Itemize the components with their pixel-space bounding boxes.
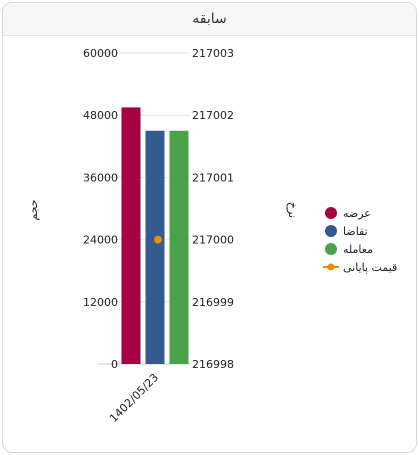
legend-label: عرضه: [343, 207, 371, 220]
left-tick-label: 12000: [83, 296, 118, 309]
right-axis-ticks: 216998 216999 217000 217001 217002 217003: [192, 47, 234, 371]
left-tick-label: 24000: [83, 234, 118, 247]
legend-label: تقاضا: [343, 225, 368, 238]
legend-item[interactable]: معامله: [325, 243, 373, 256]
legend-marker: [325, 225, 337, 237]
right-tick-label: 217000: [192, 234, 234, 247]
panel-header: سابقه: [3, 3, 416, 36]
bars: [121, 107, 189, 365]
legend-marker: [325, 207, 337, 219]
left-axis-title: حجم: [27, 199, 40, 220]
x-tick-label: 1402/05/23: [107, 371, 161, 425]
legend-item[interactable]: قیمت پایانی: [323, 261, 397, 274]
legend: عرضه تقاضا معامله قیمت پایانی: [323, 207, 397, 274]
right-tick-label: 216999: [192, 296, 234, 309]
bar-2[interactable]: [145, 130, 165, 364]
panel-title: سابقه: [192, 11, 227, 27]
close-price-point[interactable]: [154, 235, 162, 244]
bar-1[interactable]: [121, 107, 141, 365]
left-tick-label: 60000: [83, 47, 118, 60]
left-tick-label: 36000: [83, 171, 118, 184]
bar-3[interactable]: [169, 130, 189, 364]
legend-label: معامله: [343, 243, 373, 256]
right-tick-label: 217002: [192, 109, 234, 122]
legend-item[interactable]: تقاضا: [325, 225, 368, 238]
left-axis-ticks: 0 12000 24000 36000 48000 60000: [83, 47, 118, 371]
right-tick-label: 216998: [192, 358, 234, 371]
left-tick-label: 48000: [83, 109, 118, 122]
left-tick-label: 0: [111, 358, 118, 371]
legend-label: قیمت پایانی: [343, 261, 397, 274]
legend-marker: [327, 263, 335, 271]
x-axis-labels: 1402/05/23: [107, 371, 161, 425]
legend-item[interactable]: عرضه: [325, 207, 371, 220]
right-tick-label: 217003: [192, 47, 234, 60]
points: [154, 235, 162, 244]
right-axis-title: نرخ: [286, 202, 299, 218]
legend-marker: [325, 243, 337, 255]
right-tick-label: 217001: [192, 171, 234, 184]
